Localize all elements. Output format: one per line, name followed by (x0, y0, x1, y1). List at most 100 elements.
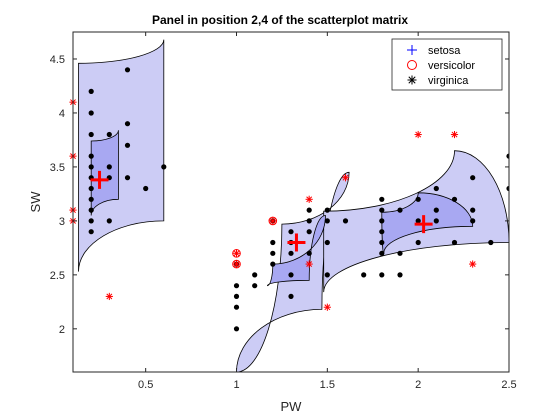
misclassified-circle (232, 259, 241, 269)
data-point (270, 239, 276, 246)
data-point (324, 207, 330, 213)
data-point (288, 272, 294, 278)
data-point (88, 207, 94, 213)
y-tick-label: 3.5 (50, 162, 65, 174)
centroid-plus (414, 215, 433, 234)
data-point (88, 153, 94, 159)
data-point (379, 229, 385, 235)
data-point (124, 175, 131, 181)
misclassified-asterisk (232, 249, 241, 257)
data-point (233, 293, 240, 299)
data-point (361, 272, 367, 278)
data-point (306, 218, 312, 224)
legend-label-virginica: virginica (428, 75, 469, 87)
data-point (379, 239, 385, 246)
data-point (470, 207, 476, 213)
misclassified-asterisk (105, 292, 113, 301)
data-point (415, 239, 421, 246)
data-point (288, 293, 294, 299)
legend-marker-plus (407, 45, 417, 55)
centroid-plus (90, 170, 109, 189)
class-centroids (90, 170, 433, 252)
legend-label-setosa: setosa (428, 45, 461, 57)
misclassified-asterisk (232, 260, 241, 268)
data-points (88, 67, 509, 332)
data-point (470, 218, 476, 224)
data-point (324, 218, 330, 224)
y-tick-label: 4.5 (50, 54, 65, 66)
data-point (288, 229, 294, 235)
region-inner-setosa (90, 130, 119, 216)
data-point (379, 207, 385, 213)
x-tick-label: 2.5 (501, 379, 516, 391)
data-point (161, 164, 167, 170)
data-point (470, 175, 476, 181)
data-point (415, 196, 421, 202)
misclassified-asterisk (469, 260, 477, 268)
legend-marker-asterisk (407, 75, 417, 85)
x-tick-label: 2 (415, 379, 421, 391)
misclassified-asterisk (450, 130, 459, 139)
plot-area-frame (72, 31, 510, 373)
data-point (88, 131, 94, 138)
data-point (88, 110, 94, 116)
y-tick-label: 3 (59, 216, 65, 228)
data-point (233, 326, 240, 332)
x-axis-label: PW (281, 399, 303, 414)
data-point (379, 272, 385, 278)
data-point (397, 207, 403, 213)
data-point (397, 250, 403, 256)
data-point (270, 261, 276, 267)
data-point (88, 88, 94, 94)
y-tick-label: 2 (59, 324, 65, 336)
data-point (324, 272, 330, 278)
data-point (451, 196, 458, 202)
misclassified-asterisk (305, 195, 313, 203)
y-tick-label: 4 (59, 108, 65, 120)
x-axis-ticks: 0.5 1 1.5 2 2.5 (138, 32, 517, 391)
data-point (433, 207, 439, 213)
legend-marker-circle (407, 60, 417, 70)
data-point (124, 121, 131, 127)
data-point (451, 239, 458, 246)
data-point (306, 250, 312, 256)
data-point (106, 131, 112, 138)
data-point (342, 218, 349, 224)
x-tick-label: 1.5 (320, 379, 335, 391)
data-point (88, 164, 94, 170)
data-point (252, 272, 258, 278)
data-point (106, 218, 112, 224)
data-point (379, 250, 385, 256)
data-point (88, 218, 94, 224)
data-point (433, 185, 439, 192)
chart-title: Panel in position 2,4 of the scatterplot… (152, 13, 408, 27)
data-point (270, 250, 276, 256)
data-point (288, 250, 294, 256)
data-point (233, 283, 240, 289)
data-point (397, 272, 403, 278)
data-point (88, 196, 94, 202)
data-point (124, 67, 131, 73)
data-point (433, 218, 439, 224)
misclassified-asterisk (341, 174, 350, 182)
data-point (415, 218, 421, 224)
misclassified-circle (232, 249, 241, 258)
data-point (233, 304, 240, 310)
y-axis-label: SW (28, 191, 43, 213)
data-point (252, 283, 258, 289)
data-point (88, 229, 94, 235)
x-tick-label: 0.5 (138, 379, 153, 391)
data-point (306, 229, 312, 235)
y-axis-ticks: 2 2.5 3 3.5 4 4.5 (50, 54, 509, 336)
data-point (379, 218, 385, 224)
misclassified-asterisk (269, 217, 277, 225)
data-point (306, 207, 312, 213)
y-tick-label: 2.5 (50, 270, 65, 282)
data-point (379, 196, 385, 202)
region-outer-setosa (78, 39, 165, 272)
data-point (506, 185, 509, 192)
legend: setosa versicolor virginica (391, 38, 503, 91)
data-point (324, 239, 330, 246)
misclassified-asterisk (323, 303, 331, 311)
